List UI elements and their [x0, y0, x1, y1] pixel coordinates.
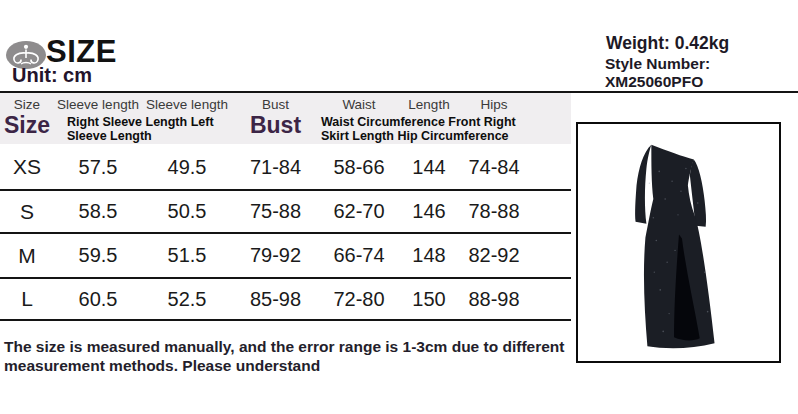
cell-sleeve-left: 52.5 [142, 288, 232, 311]
cell-bust: 79-92 [232, 244, 319, 267]
cell-sleeve-right: 57.5 [54, 156, 142, 179]
cell-length: 150 [399, 288, 459, 311]
cell-length: 146 [399, 200, 459, 223]
cell-bust: 75-88 [232, 200, 319, 223]
header-waist-label: Waist [319, 97, 399, 112]
cell-waist: 58-66 [319, 156, 399, 179]
header-size: Size Size [0, 97, 54, 137]
cell-hips: 78-88 [459, 200, 529, 223]
table-row-m: M 59.5 51.5 79-92 66-74 148 82-92 [0, 233, 571, 278]
cell-bust: 71-84 [232, 156, 319, 179]
row-label: XS [0, 155, 54, 179]
row-label: M [0, 244, 54, 268]
row-label: L [0, 287, 54, 311]
dress-illustration [578, 124, 779, 361]
header-size-big: Size [0, 113, 54, 137]
header-sleeve-left: Sleeve length [142, 97, 232, 112]
cell-sleeve-right: 60.5 [54, 288, 142, 311]
cell-sleeve-left: 51.5 [142, 244, 232, 267]
product-style-number: Style Number: XM25060PFO [605, 55, 798, 91]
header-sleeve-right: Sleeve length [54, 97, 142, 112]
header-waist-translation-note: Waist Circumference Front Right Skirt Le… [321, 116, 521, 143]
header-length-label: Length [399, 97, 459, 112]
cell-length: 148 [399, 244, 459, 267]
header-hips-label: Hips [459, 97, 529, 112]
header-waist: Waist [319, 97, 399, 112]
header-length: Length [399, 97, 459, 112]
cell-hips: 88-98 [459, 288, 529, 311]
cell-sleeve-right: 58.5 [54, 200, 142, 223]
table-row-s: S 58.5 50.5 75-88 62-70 146 78-88 [0, 190, 571, 233]
row-label: S [0, 200, 54, 224]
table-row-l: L 60.5 52.5 85-98 72-80 150 88-98 [0, 278, 571, 320]
cell-length: 144 [399, 156, 459, 179]
header-bust-small: Bust [232, 97, 319, 112]
header-sleeve-right-label: Sleeve length [54, 97, 142, 112]
size-chart-page: SIZE Unit: cm Weight: 0.42kg Style Numbe… [0, 0, 798, 414]
cell-hips: 82-92 [459, 244, 529, 267]
cell-sleeve-right: 59.5 [54, 244, 142, 267]
cell-waist: 62-70 [319, 200, 399, 223]
header-hips: Hips [459, 97, 529, 112]
header-size-small: Size [0, 97, 54, 112]
cell-waist: 66-74 [319, 244, 399, 267]
header-bust: Bust Bust [232, 97, 319, 137]
cell-sleeve-left: 50.5 [142, 200, 232, 223]
measurement-disclaimer: The size is measured manually, and the e… [4, 337, 576, 375]
table-bottom-rule [0, 319, 571, 321]
header-sleeve-translation-note: Right Sleeve Length Left Sleeve Length [67, 116, 239, 143]
product-photo [576, 122, 781, 363]
header-sleeve-left-label: Sleeve length [142, 97, 232, 112]
unit-label: Unit: cm [12, 64, 92, 87]
cell-hips: 74-84 [459, 156, 529, 179]
table-row-xs: XS 57.5 49.5 71-84 58-66 144 74-84 [0, 144, 571, 190]
cell-waist: 72-80 [319, 288, 399, 311]
cell-sleeve-left: 49.5 [142, 156, 232, 179]
cell-bust: 85-98 [232, 288, 319, 311]
product-weight: Weight: 0.42kg [606, 33, 729, 54]
header-bust-big: Bust [232, 113, 319, 137]
